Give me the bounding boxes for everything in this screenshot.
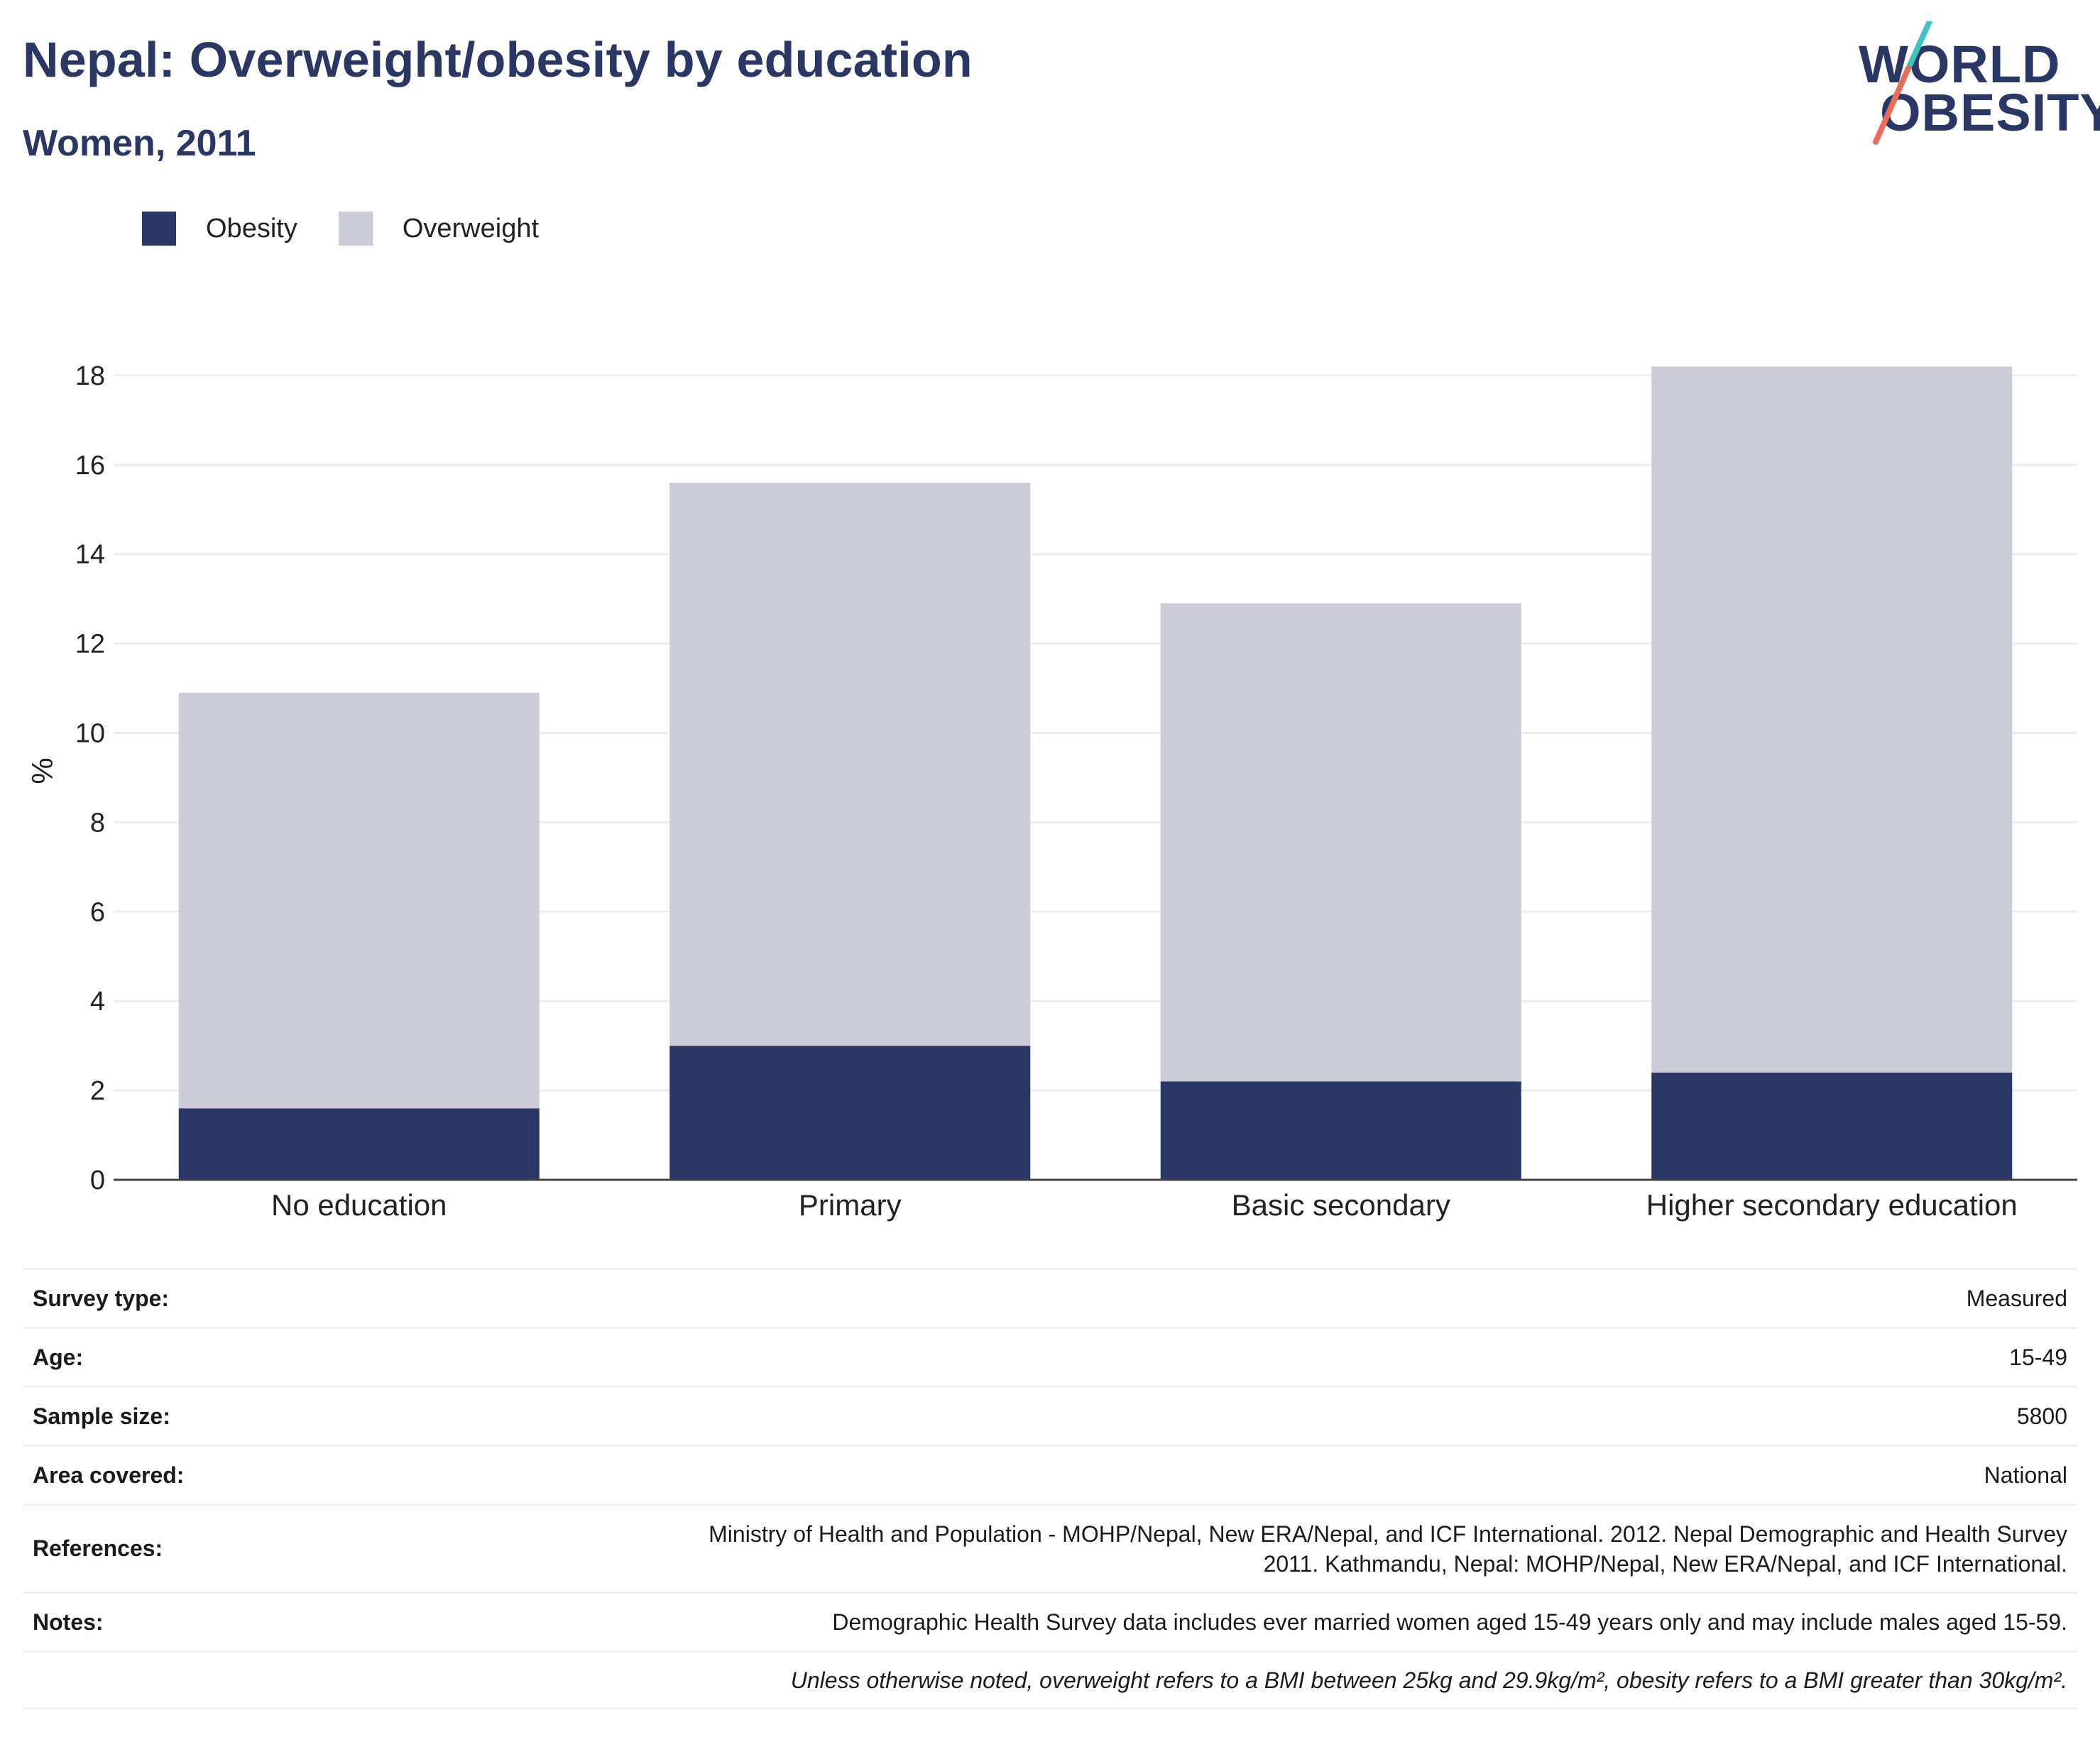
y-tick-label: 0 xyxy=(90,1166,105,1195)
meta-row-area-covered: Area covered: National xyxy=(23,1447,2077,1506)
y-tick-label: 12 xyxy=(75,630,105,659)
bmi-definition-footnote: Unless otherwise noted, overweight refer… xyxy=(790,1667,2067,1693)
y-tick-label: 18 xyxy=(75,361,105,391)
meta-value: Demographic Health Survey data includes … xyxy=(832,1609,2067,1635)
meta-value: 15-49 xyxy=(2009,1345,2067,1370)
bar-obesity-2 xyxy=(1160,1081,1521,1180)
meta-value: Measured xyxy=(1966,1286,2067,1311)
x-tick-label: Basic secondary xyxy=(1232,1188,1450,1222)
bar-overweight-1 xyxy=(669,482,1031,1046)
chart-subtitle: Women, 2011 xyxy=(23,123,256,164)
legend-item-overweight[interactable]: Overweight xyxy=(338,212,540,246)
meta-row-age: Age: 15-49 xyxy=(23,1329,2077,1388)
y-tick-label: 2 xyxy=(90,1076,105,1106)
references-line-2: 2011. Kathmandu, Nepal: MOHP/Nepal, New … xyxy=(1263,1550,2067,1577)
chart-title: Nepal: Overweight/obesity by education xyxy=(23,32,973,87)
meta-value: 5800 xyxy=(2016,1403,2067,1429)
survey-metadata-table: Survey type: Measured Age: 15-49 Sample … xyxy=(23,1268,2077,1709)
meta-value: Ministry of Health and Population - MOHP… xyxy=(709,1519,2067,1579)
meta-label: Notes: xyxy=(33,1609,104,1635)
legend-label-obesity: Obesity xyxy=(206,213,297,243)
bar-overweight-2 xyxy=(1160,603,1521,1082)
logo-line-world: WORLD xyxy=(1859,35,2061,94)
legend-swatch-overweight xyxy=(338,212,373,246)
bar-obesity-0 xyxy=(178,1108,540,1180)
y-tick-label: 6 xyxy=(90,897,105,927)
logo-line-obesity: OBESITY xyxy=(1880,83,2100,142)
meta-label: References: xyxy=(33,1535,163,1561)
meta-row-survey-type: Survey type: Measured xyxy=(23,1270,2077,1329)
legend-label-overweight: Overweight xyxy=(402,213,540,243)
meta-row-notes: Notes: Demographic Health Survey data in… xyxy=(23,1594,2077,1653)
meta-value: National xyxy=(1984,1462,2067,1488)
meta-label: Age: xyxy=(33,1344,84,1370)
y-axis-label: % xyxy=(26,757,59,784)
meta-label: Sample size: xyxy=(33,1403,170,1429)
x-tick-label: Primary xyxy=(799,1188,902,1222)
bar-obesity-3 xyxy=(1651,1072,2013,1180)
legend-swatch-obesity xyxy=(142,212,176,246)
meta-row-sample-size: Sample size: 5800 xyxy=(23,1388,2077,1447)
references-line-1: Ministry of Health and Population - MOHP… xyxy=(709,1521,2067,1547)
y-tick-label: 16 xyxy=(75,451,105,481)
bar-obesity-1 xyxy=(669,1046,1031,1180)
stacked-bar-chart: 0 2 4 6 8 10 12 14 16 18% No education Primary Basic… xyxy=(26,361,2077,1222)
logo-slash-icon xyxy=(1873,21,1932,145)
world-obesity-logo: WORLD OBESITY xyxy=(1846,21,2100,149)
y-tick-label: 4 xyxy=(90,987,105,1017)
y-tick-label: 10 xyxy=(75,718,105,748)
meta-row-references: References: Ministry of Health and Popul… xyxy=(23,1506,2077,1594)
y-tick-label: 8 xyxy=(90,808,105,838)
chart-legend: Obesity Overweight xyxy=(142,212,580,246)
bar-overweight-3 xyxy=(1651,366,2013,1073)
meta-label: Survey type: xyxy=(33,1285,170,1311)
legend-item-obesity[interactable]: Obesity xyxy=(142,212,297,246)
bar-overweight-0 xyxy=(178,692,540,1109)
y-tick-label: 14 xyxy=(75,540,105,570)
meta-row-footnote: Unless otherwise noted, overweight refer… xyxy=(23,1653,2077,1709)
x-tick-label: Higher secondary education xyxy=(1646,1188,2018,1222)
meta-label: Area covered: xyxy=(33,1462,185,1488)
x-tick-label: No education xyxy=(271,1188,447,1222)
